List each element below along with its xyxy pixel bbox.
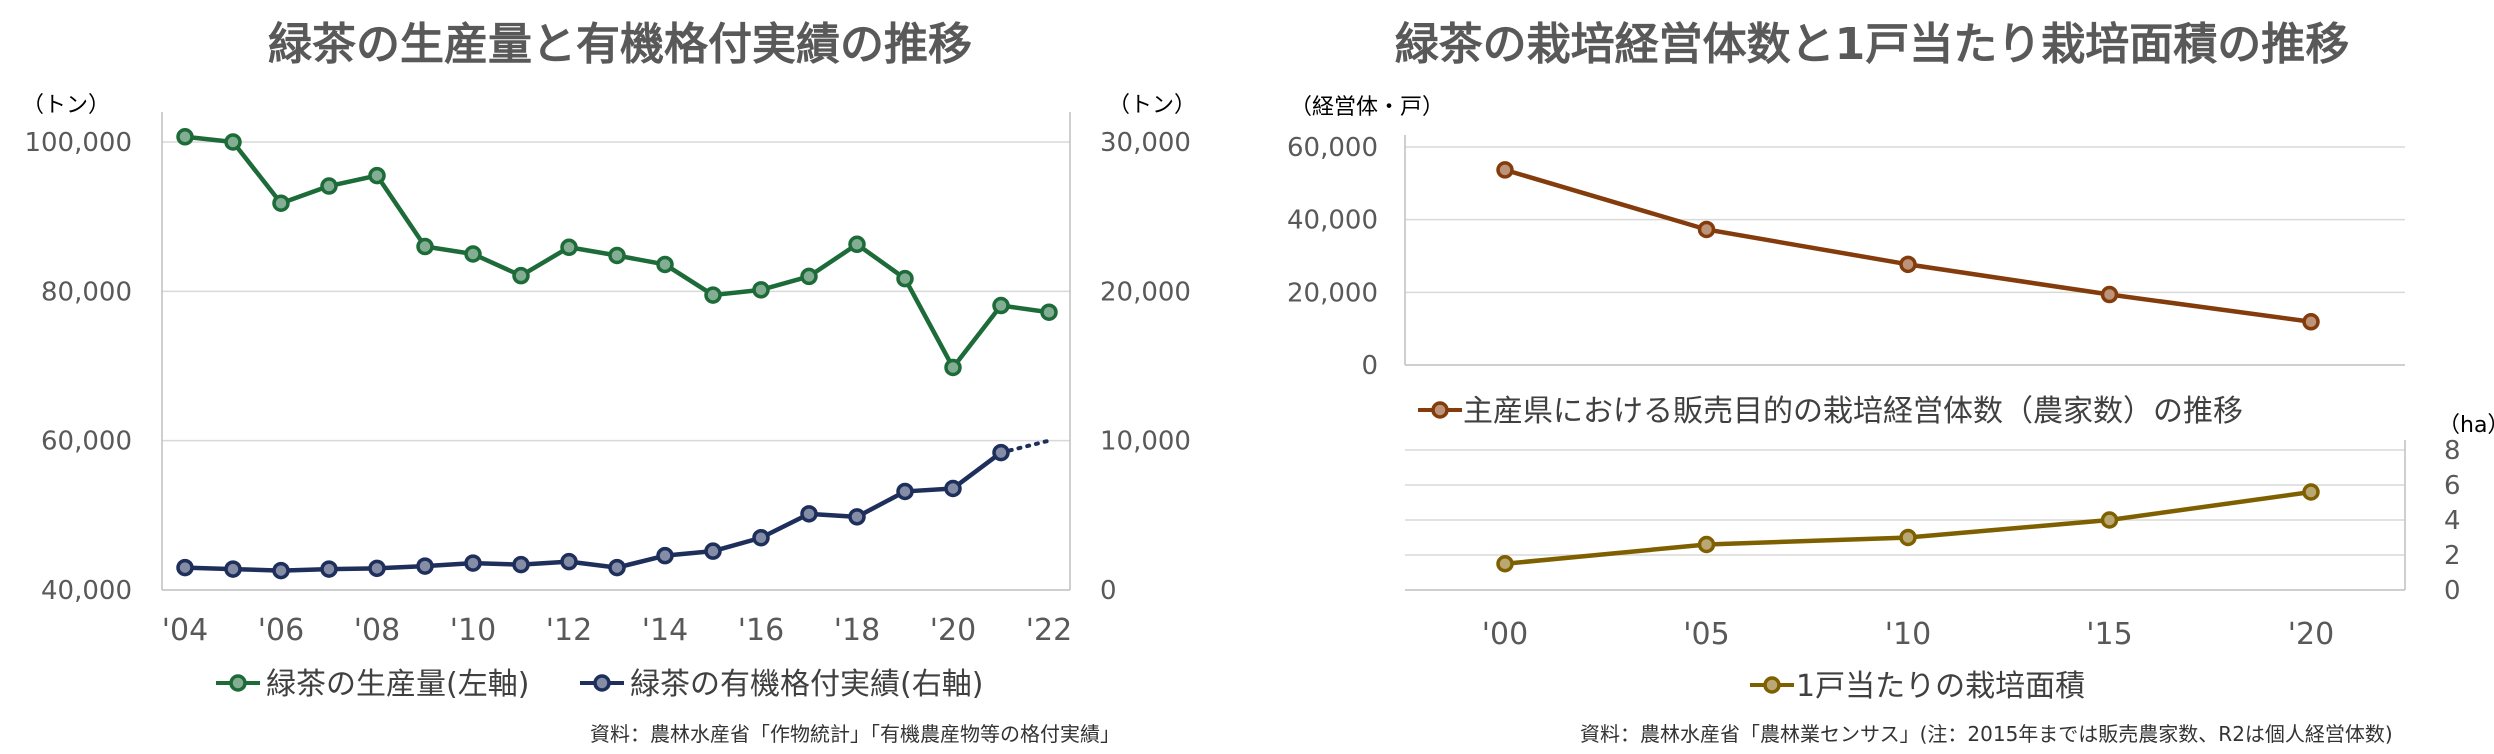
left-x-tick-label: '20 <box>930 613 976 648</box>
left-y-tick-label: 60,000 <box>41 427 132 457</box>
farms-series-point <box>2100 285 2119 304</box>
top-y-tick-label: 60,000 <box>1287 133 1378 163</box>
left-x-tick-label: '06 <box>258 613 304 648</box>
bottom-x-tick-label: '15 <box>2086 617 2132 652</box>
legend-production-label: 緑茶の生産量(左軸) <box>266 667 529 702</box>
legend-area-label: 1戸当たりの栽培面積 <box>1796 669 2085 704</box>
legend-area-marker <box>1763 676 1781 694</box>
bottom-axis-unit: （ha） <box>2438 413 2494 438</box>
legend-organic-marker <box>593 674 611 692</box>
left-series-point-1 <box>992 296 1010 315</box>
left-series-point-1 <box>800 267 818 286</box>
left-x-tick-label: '18 <box>834 613 880 648</box>
top-y-tick-label: 20,000 <box>1287 278 1378 308</box>
left-series-point-1 <box>656 255 674 274</box>
left-series-point-1 <box>560 238 578 257</box>
left-axis-unit: （トン） <box>22 93 110 118</box>
left-x-tick-label: '10 <box>450 613 496 648</box>
bottom-y-tick-label: 6 <box>2444 471 2461 501</box>
left-series-point-1 <box>320 177 338 195</box>
area-series-point <box>1496 555 1514 573</box>
legend-organic-label: 緑茶の有機格付実績(右軸) <box>630 667 983 702</box>
bottom-x-tick-label: '00 <box>1482 617 1528 652</box>
left-series-point-1 <box>704 286 722 304</box>
left-series-point-2 <box>368 559 386 578</box>
area-series-point <box>1899 528 1917 547</box>
bottom-y-tick-label: 8 <box>2444 436 2461 466</box>
left-series-point-2 <box>800 505 818 523</box>
left-series-point-1 <box>896 269 914 288</box>
left-series-point-1 <box>176 128 194 146</box>
left-series-point-2 <box>512 555 530 574</box>
left-series-point-1 <box>944 358 962 377</box>
left-y-tick-label: 100,000 <box>24 128 132 158</box>
left-y-tick-label: 80,000 <box>41 277 132 307</box>
left-series-point-1 <box>368 166 386 185</box>
legend-farms-marker <box>1431 401 1449 419</box>
left-series-point-2 <box>464 554 482 572</box>
left-series-point-1 <box>464 245 482 263</box>
bottom-x-tick-label: '20 <box>2288 617 2334 652</box>
farms-series-line <box>1504 167 2312 324</box>
left-series-line-2 <box>184 450 1003 573</box>
left-series-point-2 <box>656 546 674 565</box>
left-series-point-2 <box>944 479 962 498</box>
farms-series-point <box>1496 161 1514 179</box>
left-series-point-2 <box>848 508 866 526</box>
left-series-point-2 <box>752 528 770 547</box>
legend-production-marker <box>229 674 247 692</box>
left-series-point-2 <box>176 558 194 577</box>
left-series-point-1 <box>608 246 626 265</box>
left-x-tick-label: '04 <box>162 613 208 648</box>
farms-series-point <box>1899 255 1917 274</box>
left-series-point-1 <box>1040 303 1058 321</box>
farms-series-point <box>2302 313 2320 331</box>
left-x-tick-label: '14 <box>642 613 688 648</box>
legend-farms-label: 主産県における販売目的の栽培経営体数（農家数）の推移 <box>1463 394 2243 429</box>
left-y-tick-label: 40,000 <box>41 576 132 606</box>
right-y-tick-label: 30,000 <box>1100 128 1191 158</box>
right-y-tick-label: 10,000 <box>1100 427 1191 457</box>
left-series-point-2 <box>896 482 914 501</box>
top-y-tick-label: 0 <box>1361 351 1378 381</box>
left-series-point-2 <box>224 560 242 578</box>
bottom-y-tick-label: 2 <box>2444 541 2461 571</box>
left-series-point-1 <box>848 235 866 254</box>
left-series-point-1 <box>272 194 290 212</box>
area-series-point <box>2302 483 2320 501</box>
left-series-point-2 <box>320 560 338 578</box>
left-series-point-1 <box>512 266 530 285</box>
left-x-tick-label: '08 <box>354 613 400 648</box>
bottom-x-tick-label: '10 <box>1885 617 1931 652</box>
right-axis-unit: （トン） <box>1108 93 1196 118</box>
farms-series-point <box>1697 220 1716 239</box>
left-series-point-2 <box>416 557 434 575</box>
left-x-tick-label: '16 <box>738 613 784 648</box>
left-series-point-1 <box>224 133 242 151</box>
area-series-line <box>1504 489 2312 566</box>
bottom-y-tick-label: 0 <box>2444 576 2461 606</box>
right-y-tick-label: 20,000 <box>1100 277 1191 307</box>
right-y-tick-label: 0 <box>1100 576 1117 606</box>
top-axis-unit: （経営体・戸） <box>1290 95 1444 120</box>
bottom-y-tick-label: 4 <box>2444 506 2461 536</box>
left-series-point-2 <box>608 558 626 577</box>
left-series-point-2 <box>704 542 722 560</box>
right-source-note: 資料：農林水産省「農林業センサス」(注：2015年までは販売農家数、R2は個人経… <box>1580 722 2393 746</box>
left-series-point-2 <box>560 552 578 571</box>
left-series-point-1 <box>752 281 770 299</box>
top-y-tick-label: 40,000 <box>1287 206 1378 236</box>
area-series-point <box>2100 511 2119 529</box>
left-chart-title: 緑茶の生産量と有機格付実績の推移 <box>268 19 972 70</box>
left-series-point-2 <box>272 561 290 580</box>
left-x-tick-label: '22 <box>1026 613 1072 648</box>
left-source-note: 資料：農林水産省「作物統計」「有機農産物等の格付実績」 <box>590 722 1120 746</box>
left-x-tick-label: '12 <box>546 613 592 648</box>
right-chart-title: 緑茶の栽培経営体数と1戸当たり栽培面積の推移 <box>1394 19 2350 70</box>
left-series-point-2 <box>992 443 1010 462</box>
left-series-point-1 <box>416 237 434 256</box>
bottom-x-tick-label: '05 <box>1683 617 1729 652</box>
area-series-point <box>1697 535 1716 554</box>
